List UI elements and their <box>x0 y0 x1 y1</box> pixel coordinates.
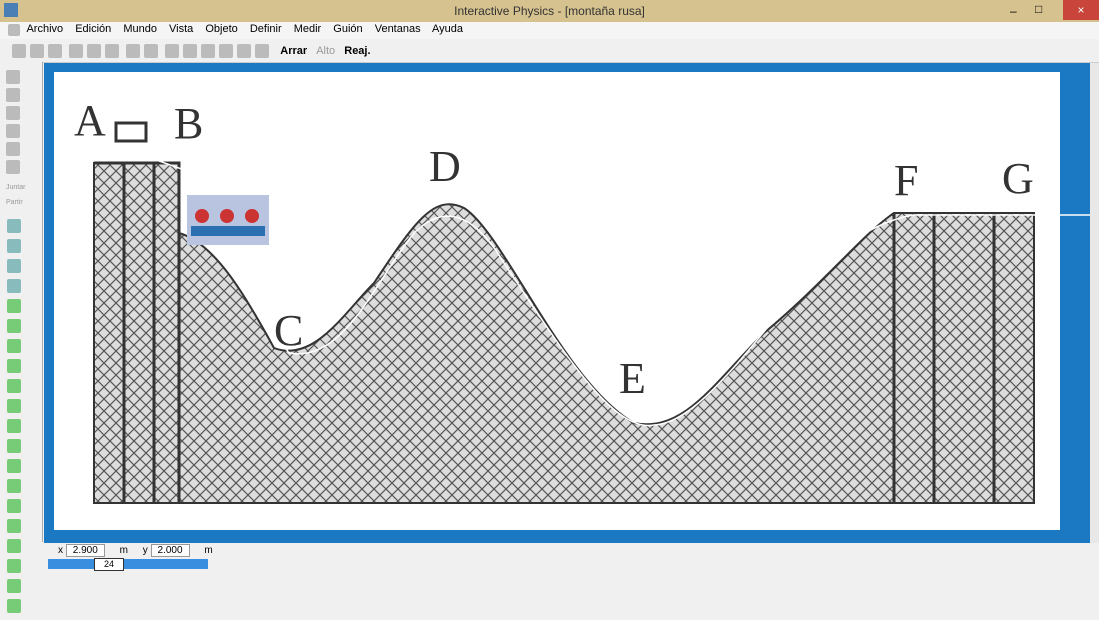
point-label: A <box>74 96 106 145</box>
point-label: B <box>174 99 203 148</box>
ui-element <box>7 259 21 273</box>
menu-item[interactable]: Objeto <box>205 22 238 35</box>
menu-item[interactable]: Archivo <box>26 22 64 35</box>
ui-element <box>7 479 21 493</box>
tool-button[interactable] <box>144 44 159 58</box>
point-label: D <box>429 142 461 191</box>
frame-counter: 24 <box>94 558 124 571</box>
menu-item[interactable]: Edición <box>75 22 112 35</box>
coaster-cars <box>187 195 269 245</box>
constraint-tools <box>0 212 42 620</box>
menu-bar: Archivo Edición Mundo Vista Objeto Defin… <box>0 22 1099 39</box>
menu-item[interactable]: Medir <box>293 22 322 35</box>
tool-button[interactable] <box>237 44 252 58</box>
ui-element <box>7 219 21 233</box>
reset-button[interactable]: Reaj. <box>344 44 371 57</box>
ui-element <box>7 539 21 553</box>
point-label: F <box>894 156 918 205</box>
tool-button[interactable] <box>87 44 102 58</box>
stop-button[interactable]: Alto <box>316 44 336 57</box>
ui-element <box>7 439 21 453</box>
tool-button[interactable] <box>6 142 20 156</box>
tool-button[interactable] <box>255 44 270 58</box>
ui-element <box>7 239 21 253</box>
tool-button[interactable] <box>6 124 20 138</box>
tool-button[interactable] <box>165 44 180 58</box>
coordinates: x 2.900 m y 2.000 m <box>58 544 213 557</box>
station-box <box>114 121 148 143</box>
tool-button[interactable] <box>219 44 234 58</box>
shape-tools <box>0 62 42 182</box>
tool-button[interactable] <box>201 44 216 58</box>
ui-element <box>7 299 21 313</box>
x-unit: m <box>119 545 128 556</box>
menu-item[interactable]: Ventanas <box>374 22 421 35</box>
join-button[interactable]: Juntar <box>6 184 26 191</box>
vertical-scrollbar[interactable] <box>1090 63 1099 543</box>
ui-element <box>7 319 21 333</box>
doc-icon <box>8 24 20 36</box>
tool-button[interactable] <box>6 160 20 174</box>
toolbar: Arrar Alto Reaj. <box>0 40 1099 63</box>
title-bar: Interactive Physics - [montaña rusa] – □… <box>0 0 1099 22</box>
menu-item[interactable]: Definir <box>249 22 282 35</box>
ui-element <box>7 499 21 513</box>
tool-button[interactable] <box>6 88 20 102</box>
menu-item[interactable]: Mundo <box>123 22 157 35</box>
app-icon <box>4 3 18 17</box>
ui-element <box>7 279 21 293</box>
frame-slider[interactable] <box>48 559 208 569</box>
menu-item[interactable]: Ayuda <box>432 22 464 35</box>
ui-element <box>7 399 21 413</box>
tool-button[interactable] <box>69 44 84 58</box>
workspace: A B C D E F G <box>44 63 1090 543</box>
menu-item[interactable]: Vista <box>169 22 194 35</box>
x-value: 2.900 <box>65 544 105 557</box>
y-unit: m <box>204 545 213 556</box>
tool-button[interactable] <box>6 70 20 84</box>
tool-button[interactable] <box>12 44 26 58</box>
tool-palette: Juntar Partir <box>0 62 43 613</box>
run-button[interactable]: Arrar <box>280 44 308 57</box>
split-button[interactable]: Partir <box>6 199 23 206</box>
point-label: G <box>1002 154 1034 203</box>
menu-item[interactable]: Guión <box>333 22 363 35</box>
close-button[interactable]: × <box>1063 0 1099 20</box>
y-label: y <box>142 545 148 556</box>
point-label: C <box>274 306 303 355</box>
status-bar: x 2.900 m y 2.000 m 24 <box>44 544 1099 571</box>
x-label: x <box>58 545 63 556</box>
ui-element <box>7 519 21 533</box>
tool-button[interactable] <box>48 44 62 58</box>
tool-button[interactable] <box>30 44 44 58</box>
ui-element <box>7 359 21 373</box>
maximize-button[interactable]: □ <box>1035 2 1043 16</box>
ui-element <box>7 599 21 613</box>
ui-element <box>7 579 21 593</box>
ui-element <box>7 559 21 573</box>
support-columns <box>94 161 996 503</box>
point-label: E <box>619 354 646 403</box>
coaster-drawing: A B C D E F G <box>54 72 1090 530</box>
ui-element <box>7 379 21 393</box>
tool-button[interactable] <box>105 44 120 58</box>
ui-element <box>7 419 21 433</box>
tool-button[interactable] <box>183 44 198 58</box>
y-value: 2.000 <box>150 544 190 557</box>
minimize-button[interactable]: – <box>1010 4 1017 18</box>
ui-element <box>7 459 21 473</box>
tool-button[interactable] <box>6 106 20 120</box>
ui-element <box>7 339 21 353</box>
coaster-structure <box>93 162 1035 504</box>
window-title: Interactive Physics - [montaña rusa] <box>454 4 645 18</box>
tool-button[interactable] <box>126 44 141 58</box>
